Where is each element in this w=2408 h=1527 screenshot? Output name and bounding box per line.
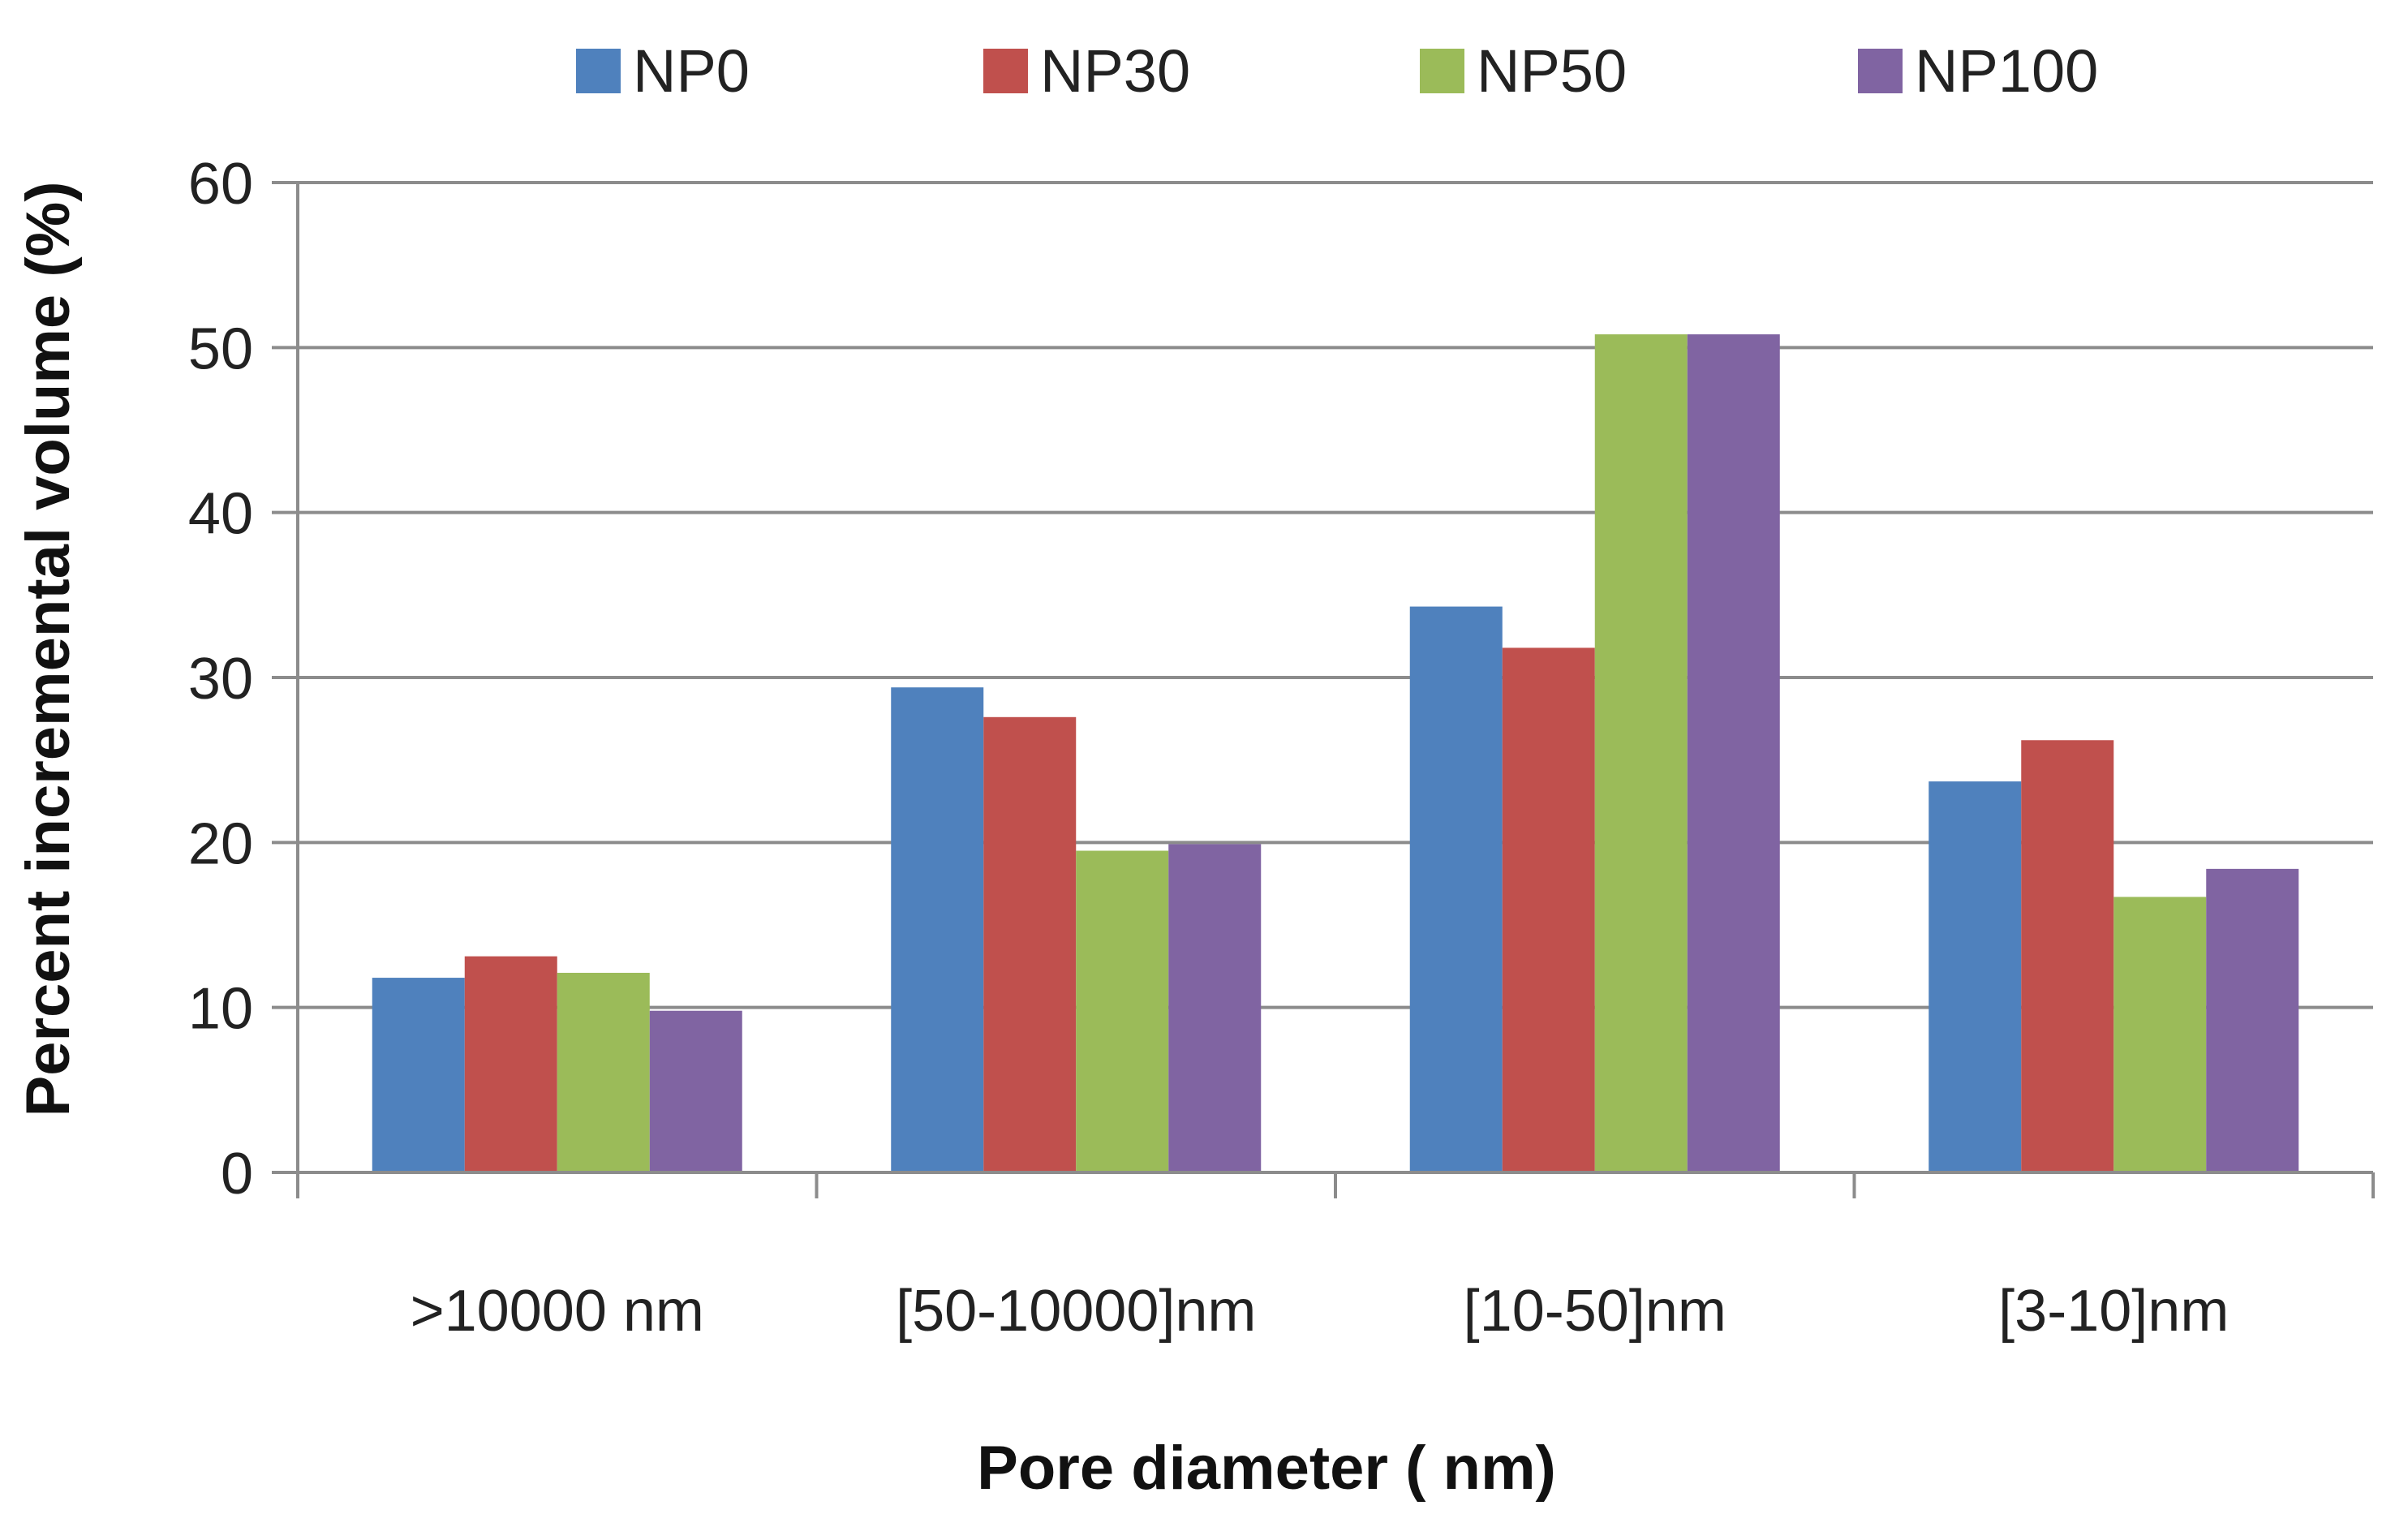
x-tick-label-2: [10-50]nm xyxy=(1464,1279,1726,1344)
legend-swatch-np100 xyxy=(1858,49,1903,93)
bar-np30-1 xyxy=(983,716,1077,1172)
bar-np30-3 xyxy=(2021,740,2114,1172)
x-tick-label-3: [3-10]nm xyxy=(1998,1279,2229,1344)
bar-np0-1 xyxy=(891,687,984,1172)
y-tick-label-0: 0 xyxy=(221,1142,253,1207)
x-tick-labels: >10000 nm [50-10000]nm [10-50]nm [3-10]nm xyxy=(411,1279,2230,1344)
y-tick-label-40: 40 xyxy=(188,482,253,547)
y-tick-label-50: 50 xyxy=(188,316,253,381)
bar-np50-2 xyxy=(1594,334,1688,1173)
bar-np0-2 xyxy=(1409,606,1503,1172)
y-axis-title: Percent incremental volume (%) xyxy=(14,181,83,1116)
bar-np100-3 xyxy=(2206,868,2299,1172)
bar-np30-2 xyxy=(1502,647,1595,1172)
y-tick-label-60: 60 xyxy=(188,152,253,217)
bar-np0-3 xyxy=(1929,781,2022,1172)
legend-label-np30: NP30 xyxy=(1040,37,1190,105)
y-tick-label-20: 20 xyxy=(188,811,253,876)
legend-label-np0: NP0 xyxy=(633,37,750,105)
bar-np100-1 xyxy=(1168,844,1262,1172)
bar-np50-0 xyxy=(557,972,650,1172)
y-tick-labels: 0 10 20 30 40 50 60 xyxy=(188,152,253,1207)
x-tick-label-1: [50-10000]nm xyxy=(896,1279,1256,1344)
legend-swatch-np30 xyxy=(983,49,1028,93)
x-axis-title: Pore diameter ( nm) xyxy=(977,1434,1556,1503)
bar-np50-3 xyxy=(2113,897,2207,1172)
x-tick-label-0: >10000 nm xyxy=(411,1279,704,1344)
y-tick-label-10: 10 xyxy=(188,977,253,1042)
bar-np30-0 xyxy=(464,956,557,1172)
legend-swatch-np50 xyxy=(1420,49,1464,93)
bar-np100-2 xyxy=(1687,334,1780,1173)
bars xyxy=(372,334,2299,1173)
legend: NP0 NP30 NP50 NP100 xyxy=(576,37,2098,105)
legend-label-np100: NP100 xyxy=(1915,37,2098,105)
bar-np0-0 xyxy=(372,978,465,1172)
bar-np50-1 xyxy=(1076,850,1169,1172)
legend-label-np50: NP50 xyxy=(1477,37,1627,105)
bar-np100-0 xyxy=(649,1010,742,1172)
y-tick-label-30: 30 xyxy=(188,647,253,712)
legend-swatch-np0 xyxy=(576,49,621,93)
axes xyxy=(272,181,2375,1198)
